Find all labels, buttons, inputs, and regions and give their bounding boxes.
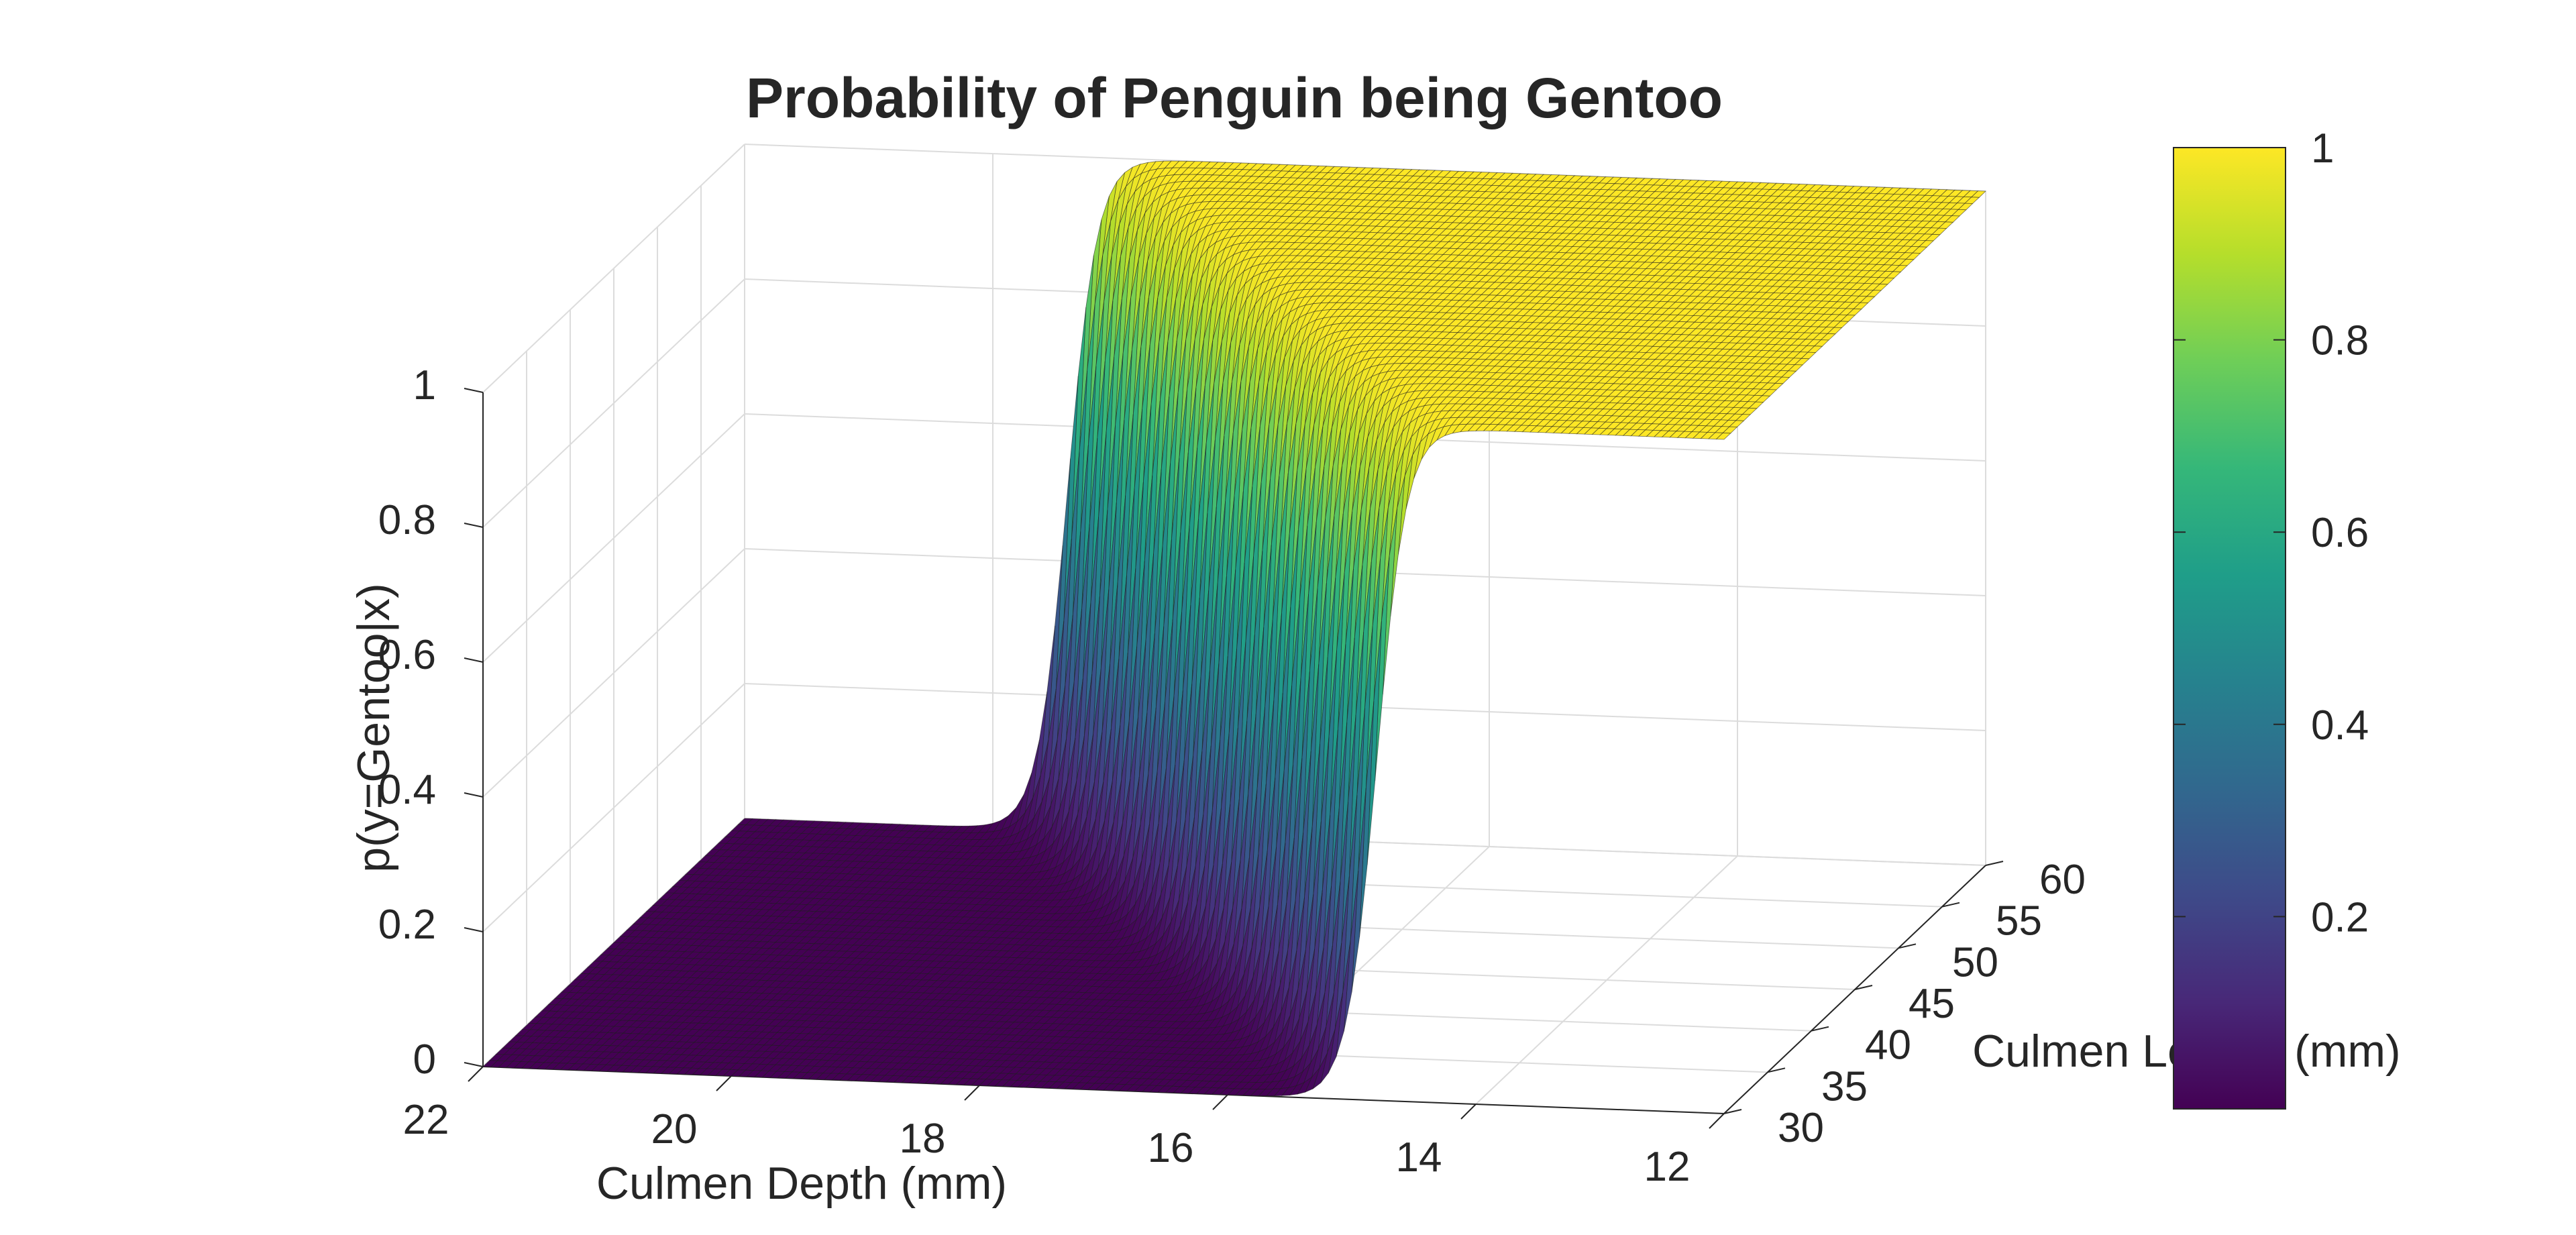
chart-title: Probability of Penguin being Gentoo xyxy=(746,66,1723,129)
probability-surface xyxy=(482,160,1986,1097)
